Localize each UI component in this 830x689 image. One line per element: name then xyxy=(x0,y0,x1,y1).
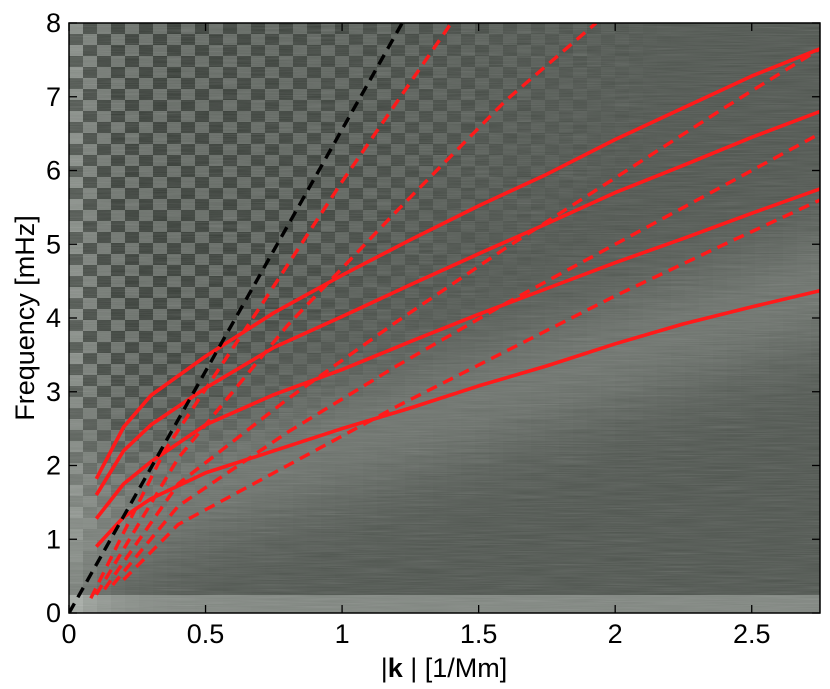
y-axis-label: Frequency [mHz] xyxy=(10,215,40,421)
x-tick-label: 1 xyxy=(335,619,350,649)
plot-area xyxy=(69,23,820,613)
y-tick-label: 7 xyxy=(46,82,61,112)
dashed-line-5 xyxy=(89,23,453,600)
series-layer xyxy=(69,23,820,613)
y-tick-label: 8 xyxy=(46,8,61,38)
ticks-layer: 0 0.5 1 1.5 2 2.5 0 1 2 3 4 5 6 7 8 xyxy=(46,8,820,649)
solid-curve-3 xyxy=(94,288,820,548)
x-tick-label: 2 xyxy=(608,619,623,649)
dashed-line-7 xyxy=(103,47,820,591)
y-tick-label: 5 xyxy=(46,229,61,259)
solid-curve-0 xyxy=(94,47,820,480)
x-tick-label: 2.5 xyxy=(733,619,771,649)
y-tick-label: 0 xyxy=(46,598,61,628)
y-tick-label: 3 xyxy=(46,377,61,407)
x-axis-label: |k | [1/Mm] xyxy=(381,653,508,683)
x-tick-label: 0 xyxy=(61,619,76,649)
solid-curve-1 xyxy=(94,109,820,496)
dashed-line-9 xyxy=(122,198,820,581)
x-tick-label: 0.5 xyxy=(187,619,225,649)
x-tick-label: 1.5 xyxy=(460,619,498,649)
dashed-line-6 xyxy=(94,23,598,596)
dashed-line-4 xyxy=(69,23,404,613)
y-tick-label: 1 xyxy=(46,524,61,554)
y-tick-label: 6 xyxy=(46,156,61,186)
y-tick-label: 4 xyxy=(46,303,61,333)
y-tick-label: 2 xyxy=(46,451,61,481)
solid-curve-2 xyxy=(94,187,820,520)
